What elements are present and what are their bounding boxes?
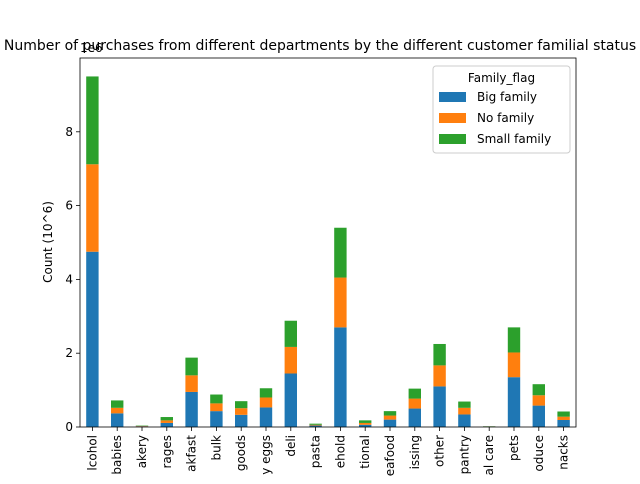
bar-no-family-7 (260, 397, 272, 407)
bar-no-family-17 (508, 352, 520, 377)
bar-no-family-6 (235, 408, 247, 415)
x-tick-label-6: goods (234, 435, 248, 471)
bar-small-family-4 (185, 358, 197, 376)
x-tick-label-9: pasta (309, 435, 323, 468)
bar-small-family-19 (557, 412, 569, 417)
x-tick-label-10: ehold (333, 435, 347, 468)
x-tick-label-3: rages (160, 435, 174, 469)
bar-big-family-6 (235, 415, 247, 427)
y-tick-label-4: 8 (65, 125, 73, 139)
legend-swatch-big-family (439, 92, 466, 102)
bar-no-family-1 (111, 408, 123, 414)
bar-no-family-0 (86, 164, 98, 251)
bar-big-family-17 (508, 377, 520, 427)
x-tick-label-11: tional (358, 435, 372, 469)
legend-swatch-no-family (439, 113, 466, 123)
x-tick-label-18: oduce (532, 435, 546, 472)
legend-swatch-small-family (439, 134, 466, 144)
legend-label-small-family: Small family (477, 132, 551, 146)
bar-big-family-1 (111, 413, 123, 427)
bar-no-family-19 (557, 417, 569, 420)
legend-label-no-family: No family (477, 111, 534, 125)
bar-small-family-17 (508, 327, 520, 352)
bar-no-family-8 (285, 347, 297, 374)
bar-no-family-3 (161, 420, 173, 423)
bar-small-family-12 (384, 411, 396, 415)
bar-small-family-1 (111, 400, 123, 407)
bar-no-family-13 (409, 399, 421, 409)
x-tick-label-12: eafood (383, 435, 397, 476)
x-tick-label-8: deli (284, 435, 298, 457)
bar-no-family-11 (359, 423, 371, 425)
bar-no-family-5 (210, 403, 222, 411)
bar-big-family-8 (285, 373, 297, 427)
bar-big-family-0 (86, 252, 98, 427)
bar-big-family-14 (433, 386, 445, 427)
bar-no-family-9 (309, 425, 321, 426)
x-tick-label-15: pantry (457, 435, 471, 474)
bar-small-family-15 (458, 402, 470, 408)
bar-small-family-0 (86, 76, 98, 164)
bar-no-family-12 (384, 416, 396, 420)
bar-no-family-18 (533, 395, 545, 405)
bar-big-family-7 (260, 407, 272, 427)
legend-title: Family_flag (468, 71, 535, 85)
bar-big-family-5 (210, 411, 222, 427)
bar-small-family-5 (210, 395, 222, 404)
x-tick-label-16: al care (482, 435, 496, 476)
x-tick-label-4: akfast (185, 435, 199, 472)
bar-small-family-8 (285, 321, 297, 347)
y-tick-label-3: 6 (65, 199, 73, 213)
bar-big-family-4 (185, 392, 197, 427)
bar-small-family-3 (161, 417, 173, 420)
bar-small-family-10 (334, 228, 346, 278)
bar-big-family-18 (533, 406, 545, 427)
bar-no-family-15 (458, 408, 470, 415)
y-tick-label-1: 2 (65, 346, 73, 360)
bar-small-family-6 (235, 401, 247, 408)
legend-label-big-family: Big family (477, 90, 537, 104)
bar-no-family-14 (433, 365, 445, 386)
bar-big-family-19 (557, 420, 569, 427)
bar-small-family-7 (260, 388, 272, 397)
y-axis-scale-label: 1e6 (80, 41, 103, 55)
y-tick-label-0: 0 (65, 420, 73, 434)
x-tick-label-19: nacks (557, 435, 571, 470)
bar-no-family-10 (334, 278, 346, 328)
x-tick-label-7: y eggs (259, 435, 273, 475)
x-tick-label-0: lcohol (85, 435, 99, 471)
y-tick-label-2: 4 (65, 272, 73, 286)
bar-small-family-18 (533, 384, 545, 395)
x-tick-label-17: pets (507, 435, 521, 461)
x-tick-label-14: other (433, 435, 447, 467)
x-tick-label-2: akery (135, 435, 149, 468)
bar-big-family-12 (384, 420, 396, 427)
bar-small-family-13 (409, 389, 421, 399)
bar-small-family-9 (309, 424, 321, 425)
bar-big-family-3 (161, 423, 173, 427)
x-tick-label-1: babies (110, 435, 124, 475)
bar-big-family-13 (409, 409, 421, 427)
bar-no-family-4 (185, 375, 197, 392)
x-tick-label-5: bulk (209, 435, 223, 461)
bar-big-family-15 (458, 414, 470, 427)
bar-big-family-10 (334, 327, 346, 427)
bar-small-family-14 (433, 344, 445, 365)
bar-small-family-11 (359, 420, 371, 423)
x-tick-label-13: issing (408, 435, 422, 469)
y-axis-label: Count (10^6) (41, 201, 55, 283)
